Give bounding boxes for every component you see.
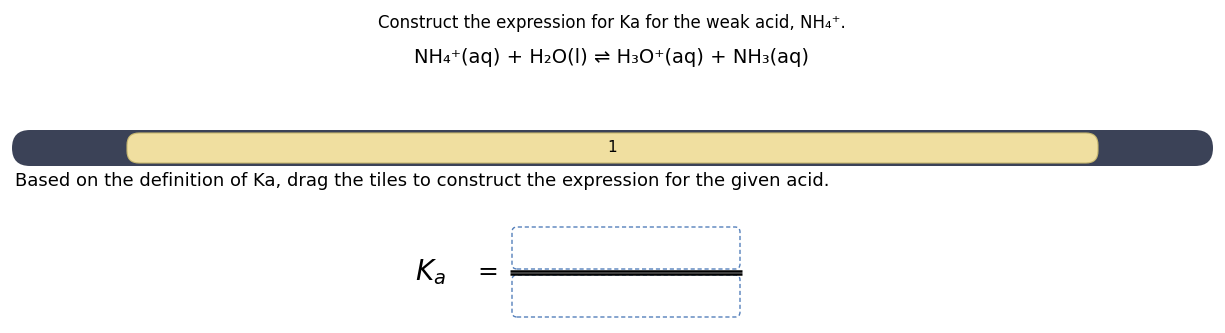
Text: Based on the definition of Ka, drag the tiles to construct the expression for th: Based on the definition of Ka, drag the …	[15, 172, 829, 190]
FancyBboxPatch shape	[127, 133, 1098, 163]
Text: Construct the expression for Ka for the weak acid, NH₄⁺.: Construct the expression for Ka for the …	[379, 14, 846, 32]
Text: =: =	[478, 260, 499, 284]
Text: 1: 1	[608, 141, 617, 156]
Text: $K_a$: $K_a$	[414, 257, 446, 287]
Text: NH₄⁺(aq) + H₂O(l) ⇌ H₃O⁺(aq) + NH₃(aq): NH₄⁺(aq) + H₂O(l) ⇌ H₃O⁺(aq) + NH₃(aq)	[414, 48, 810, 67]
FancyBboxPatch shape	[512, 275, 740, 317]
FancyBboxPatch shape	[12, 130, 1213, 166]
FancyBboxPatch shape	[512, 227, 740, 269]
